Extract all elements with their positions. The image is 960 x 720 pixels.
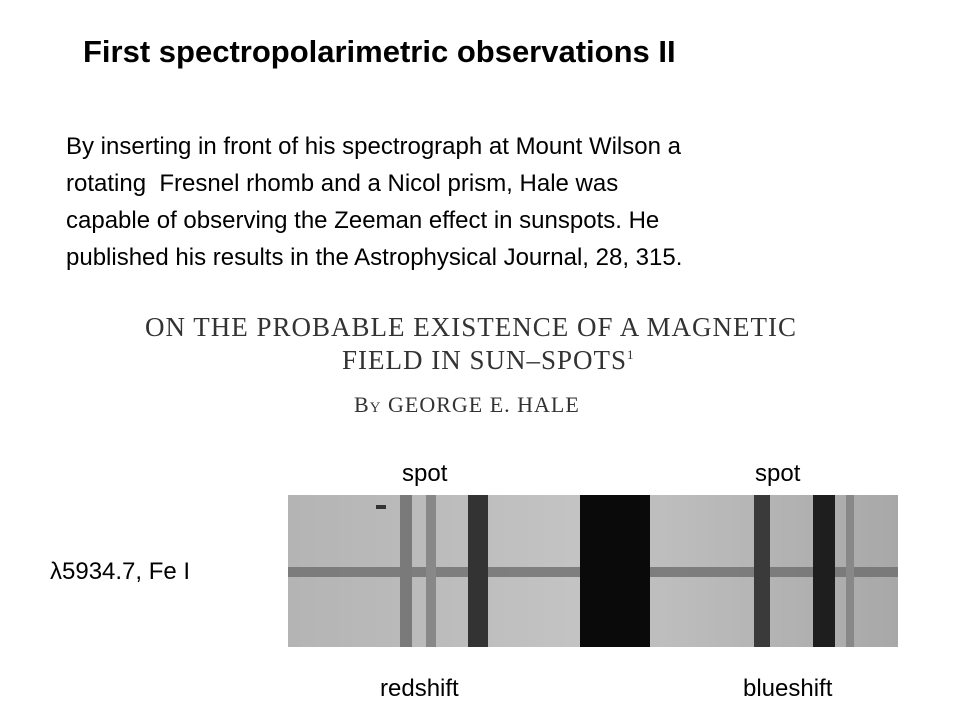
spectrum-band <box>580 495 650 647</box>
paper-byline: By GEORGE E. HALE <box>354 392 580 417</box>
spot-label: spot <box>402 460 448 487</box>
spot-label: spot <box>755 460 801 487</box>
slide-title: First spectropolarimetric observations I… <box>83 34 676 69</box>
spectrum-line <box>813 495 835 647</box>
paragraph-line: published his results in the Astrophysic… <box>66 244 683 271</box>
spectrum-line <box>400 495 412 647</box>
paper-title-line: FIELD IN SUN–SPOTS1 <box>342 345 635 376</box>
paragraph-line: By inserting in front of his spectrograp… <box>66 133 681 160</box>
paragraph-line: rotating Fresnel rhomb and a Nicol prism… <box>66 170 619 197</box>
spectrum-line <box>754 495 770 647</box>
spectrum-line <box>846 495 854 647</box>
line-label: λ5934.7, Fe I <box>50 558 191 585</box>
spectrum-speck <box>376 505 386 509</box>
shift-label: redshift <box>380 675 459 702</box>
spectrum-image <box>288 495 898 647</box>
paper-title-text: FIELD IN SUN–SPOTS <box>342 345 628 375</box>
spectrum-line <box>426 495 436 647</box>
paper-title-line: ON THE PROBABLE EXISTENCE OF A MAGNETIC <box>145 312 798 342</box>
spectrum-line <box>468 495 488 647</box>
footnote-mark: 1 <box>627 347 635 362</box>
shift-label: blueshift <box>743 675 833 702</box>
paragraph-line: capable of observing the Zeeman effect i… <box>66 207 660 234</box>
